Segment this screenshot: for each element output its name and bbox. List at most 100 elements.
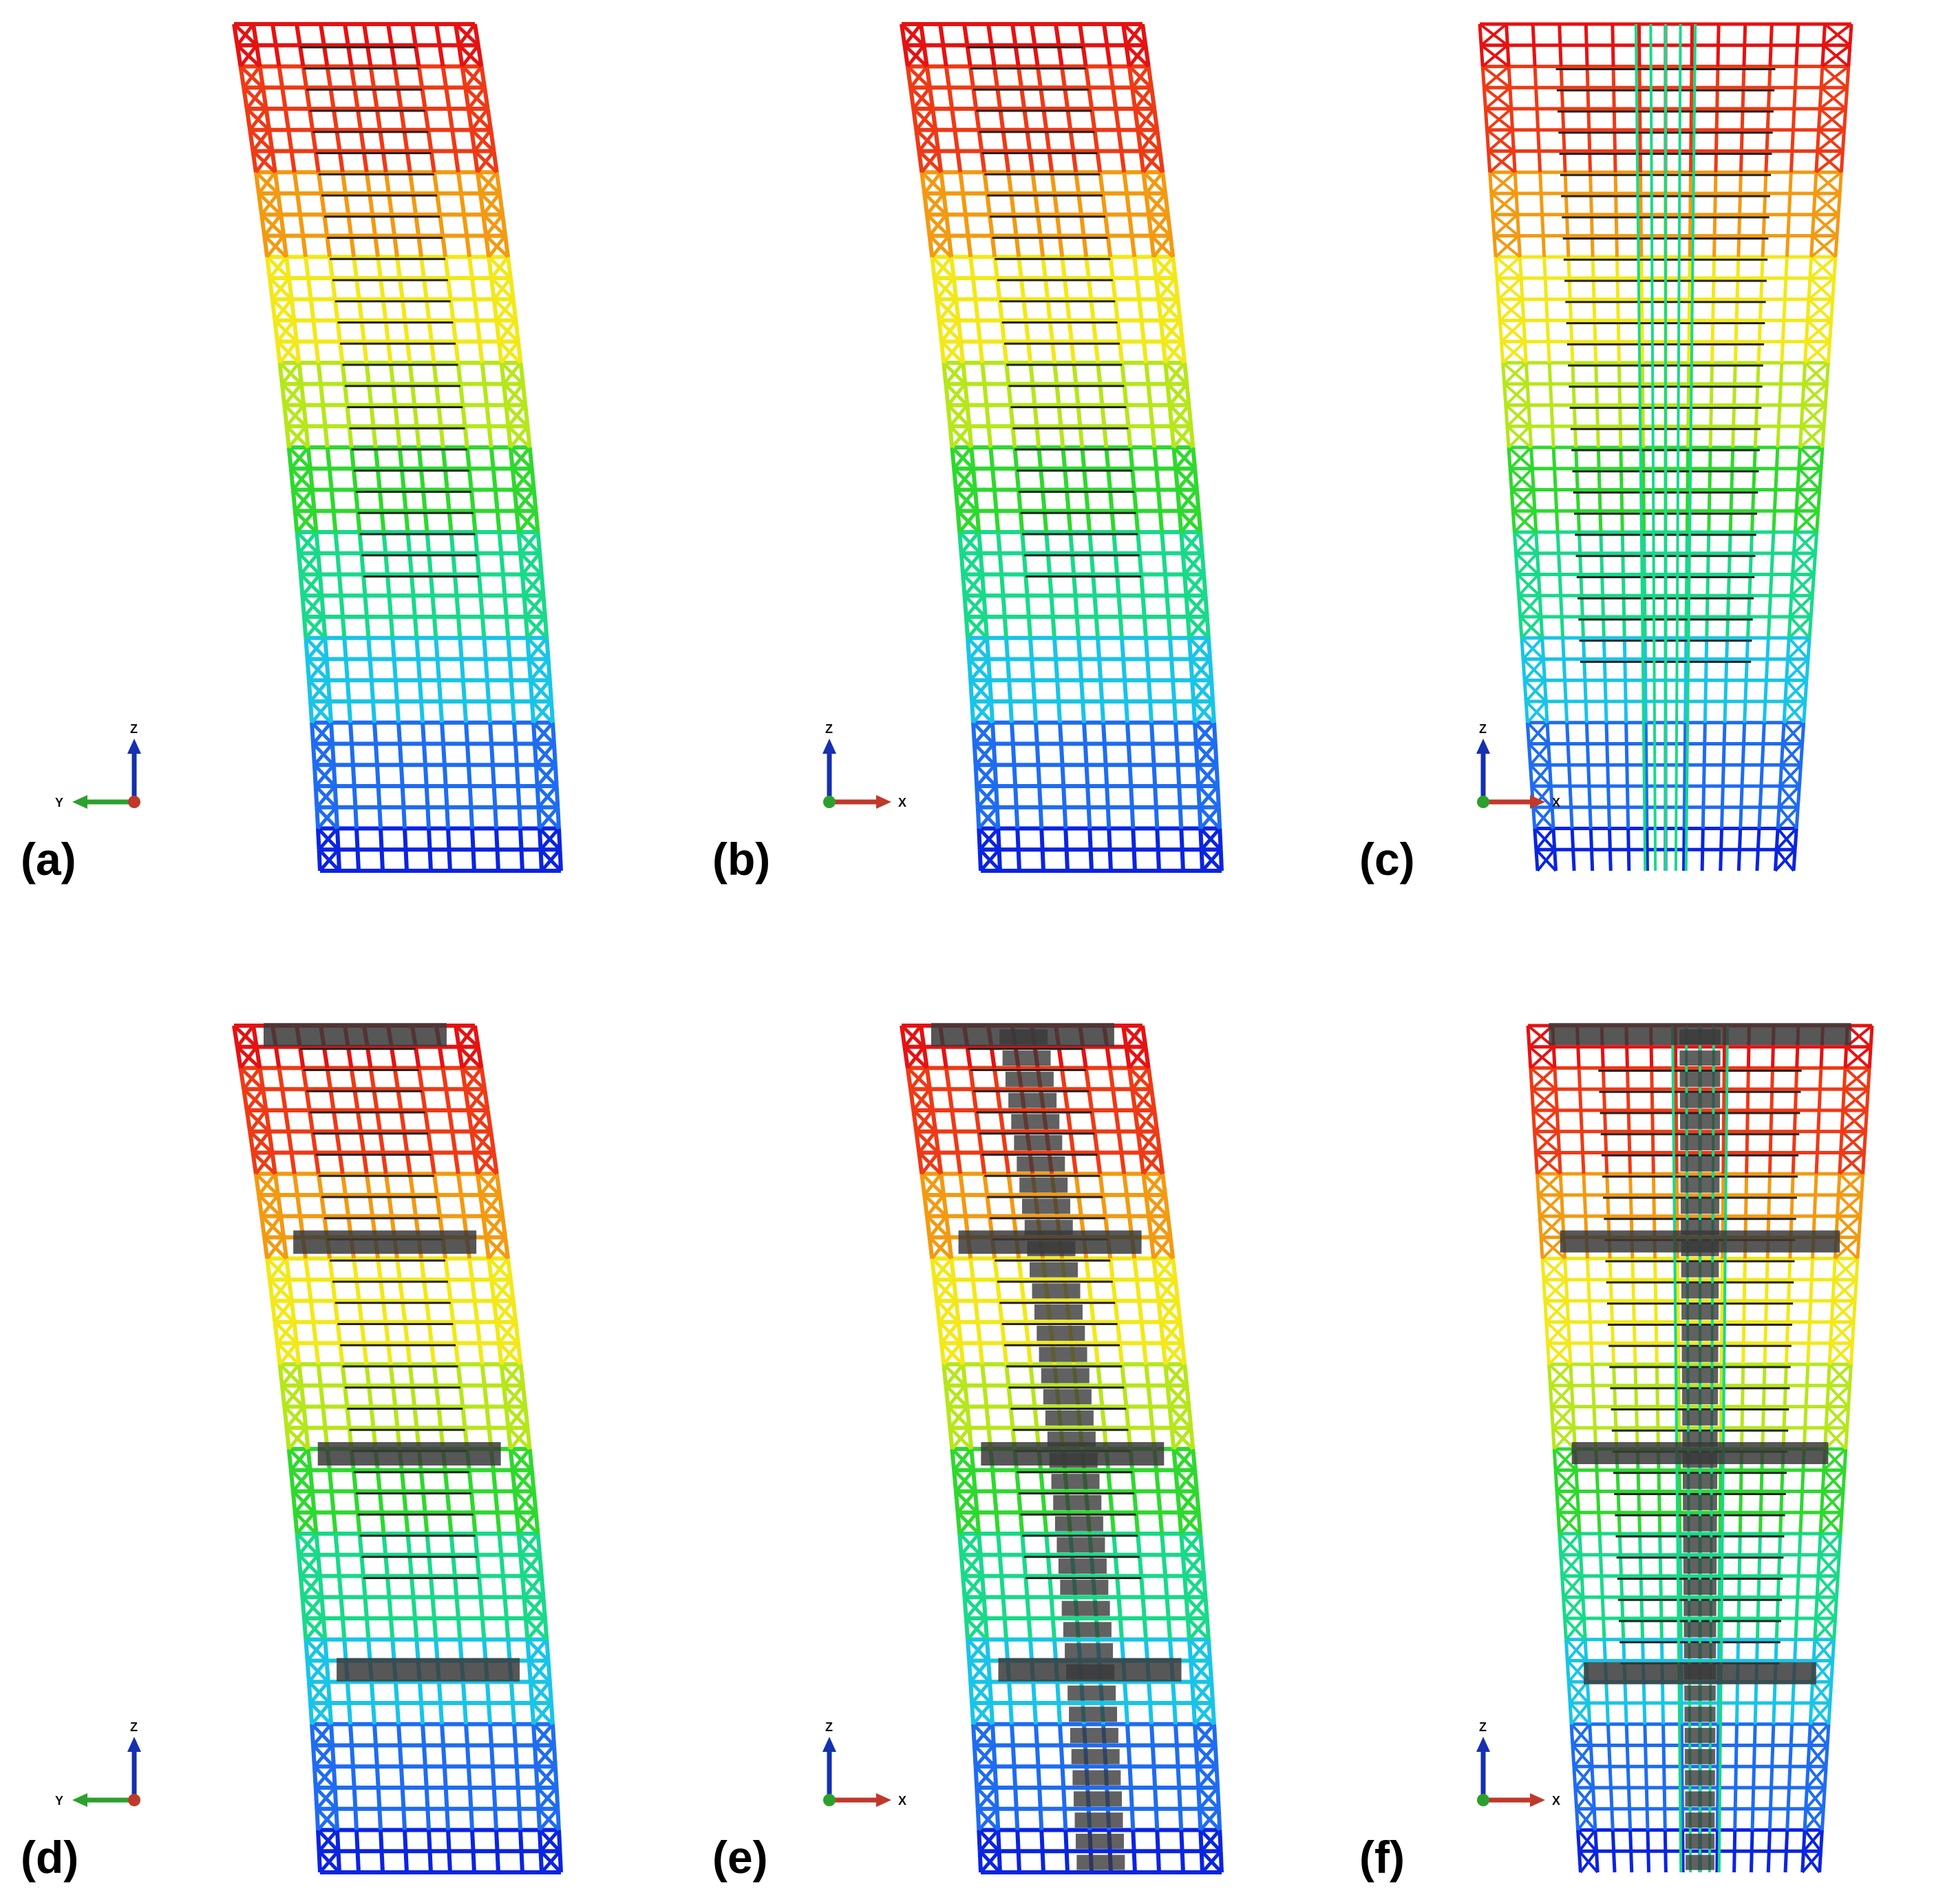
core-wall-panel bbox=[1074, 1812, 1123, 1828]
column-member bbox=[390, 1385, 398, 1407]
brace-member bbox=[1783, 721, 1804, 745]
column-member bbox=[1010, 23, 1018, 46]
column-member bbox=[1182, 574, 1189, 596]
brace-member bbox=[1810, 1702, 1830, 1726]
column-member bbox=[378, 1279, 385, 1302]
column-member bbox=[1009, 193, 1016, 215]
brace-member bbox=[537, 1808, 560, 1832]
column-member bbox=[1819, 66, 1825, 88]
column-member bbox=[487, 701, 493, 723]
column-member bbox=[530, 1702, 536, 1724]
column-member bbox=[552, 743, 557, 765]
column-member bbox=[283, 1110, 291, 1132]
column-member bbox=[1805, 659, 1810, 681]
column-member bbox=[1542, 659, 1547, 681]
column-member bbox=[1215, 785, 1221, 807]
column-member bbox=[1061, 1787, 1067, 1809]
column-member bbox=[482, 1639, 488, 1661]
column-member bbox=[977, 1131, 984, 1153]
column-member bbox=[480, 1618, 487, 1640]
column-member bbox=[538, 553, 544, 575]
column-member bbox=[1746, 1046, 1751, 1068]
column-member bbox=[991, 743, 997, 765]
core-wall-panel bbox=[1043, 1389, 1092, 1405]
column-member bbox=[1829, 1660, 1835, 1682]
column-member bbox=[473, 1025, 480, 1048]
brace-member bbox=[1544, 1300, 1569, 1323]
column-member bbox=[1839, 151, 1845, 173]
brace-member bbox=[1507, 446, 1533, 470]
column-member bbox=[366, 383, 374, 405]
column-member bbox=[1063, 1830, 1069, 1852]
column-member bbox=[411, 193, 418, 215]
column-member bbox=[1785, 235, 1790, 257]
column-member bbox=[1071, 1152, 1078, 1174]
column-member bbox=[259, 214, 267, 236]
column-member bbox=[1752, 1724, 1757, 1746]
column-member bbox=[1826, 1364, 1831, 1386]
brace-member bbox=[476, 171, 501, 195]
brace-member bbox=[498, 340, 522, 364]
column-member bbox=[533, 765, 540, 787]
column-member bbox=[497, 1533, 504, 1556]
column-member bbox=[1116, 595, 1123, 617]
column-member bbox=[1488, 172, 1494, 194]
column-member bbox=[398, 743, 403, 765]
column-member bbox=[257, 1194, 264, 1217]
brace-member bbox=[535, 1765, 558, 1789]
column-member bbox=[1607, 828, 1612, 850]
column-member bbox=[1786, 1787, 1791, 1809]
column-member bbox=[395, 701, 401, 723]
column-member bbox=[316, 1554, 322, 1576]
column-member bbox=[1516, 214, 1521, 236]
brace-member bbox=[283, 1405, 308, 1430]
column-member bbox=[1866, 1068, 1871, 1090]
column-member bbox=[489, 129, 496, 151]
column-member bbox=[1155, 129, 1162, 151]
column-member bbox=[939, 341, 946, 363]
column-member bbox=[419, 256, 426, 279]
column-member bbox=[1501, 362, 1507, 384]
core-wall-panel bbox=[1684, 1706, 1716, 1722]
column-member bbox=[369, 1682, 375, 1704]
column-member bbox=[343, 659, 350, 681]
column-member bbox=[546, 1660, 552, 1682]
column-member bbox=[984, 405, 991, 427]
column-member bbox=[1174, 1745, 1180, 1767]
column-member bbox=[1149, 1724, 1155, 1746]
column-member bbox=[359, 1554, 365, 1576]
brace-member bbox=[920, 1172, 945, 1196]
column-member bbox=[509, 680, 515, 702]
column-member bbox=[484, 1237, 491, 1259]
z-axis-label: Z bbox=[825, 1720, 833, 1734]
column-member bbox=[386, 1342, 393, 1365]
column-member bbox=[944, 1068, 951, 1090]
core-wall-panel bbox=[1683, 1537, 1717, 1553]
column-member bbox=[994, 1512, 1001, 1534]
column-member bbox=[324, 1660, 330, 1682]
core-wall-panel bbox=[1682, 1410, 1718, 1426]
h-axis-arrowhead bbox=[1530, 795, 1545, 809]
column-member bbox=[372, 722, 379, 744]
column-member bbox=[1087, 87, 1094, 109]
brace-member bbox=[266, 255, 290, 279]
column-member bbox=[1083, 489, 1090, 511]
column-member bbox=[295, 341, 301, 363]
column-member bbox=[1582, 1194, 1588, 1216]
column-member bbox=[1078, 23, 1085, 46]
column-member bbox=[372, 87, 379, 109]
column-member bbox=[400, 785, 406, 807]
brace-member bbox=[1826, 1406, 1849, 1429]
column-member bbox=[319, 1194, 327, 1217]
deformed-frame-b bbox=[900, 22, 1224, 873]
column-member bbox=[471, 1512, 478, 1534]
column-member bbox=[286, 277, 294, 300]
brace-member bbox=[535, 763, 558, 787]
column-member bbox=[284, 1427, 291, 1450]
column-member bbox=[1142, 1618, 1148, 1640]
column-member bbox=[1561, 637, 1566, 659]
brace-member bbox=[935, 297, 960, 322]
column-member bbox=[985, 193, 992, 215]
column-member bbox=[473, 1533, 480, 1556]
